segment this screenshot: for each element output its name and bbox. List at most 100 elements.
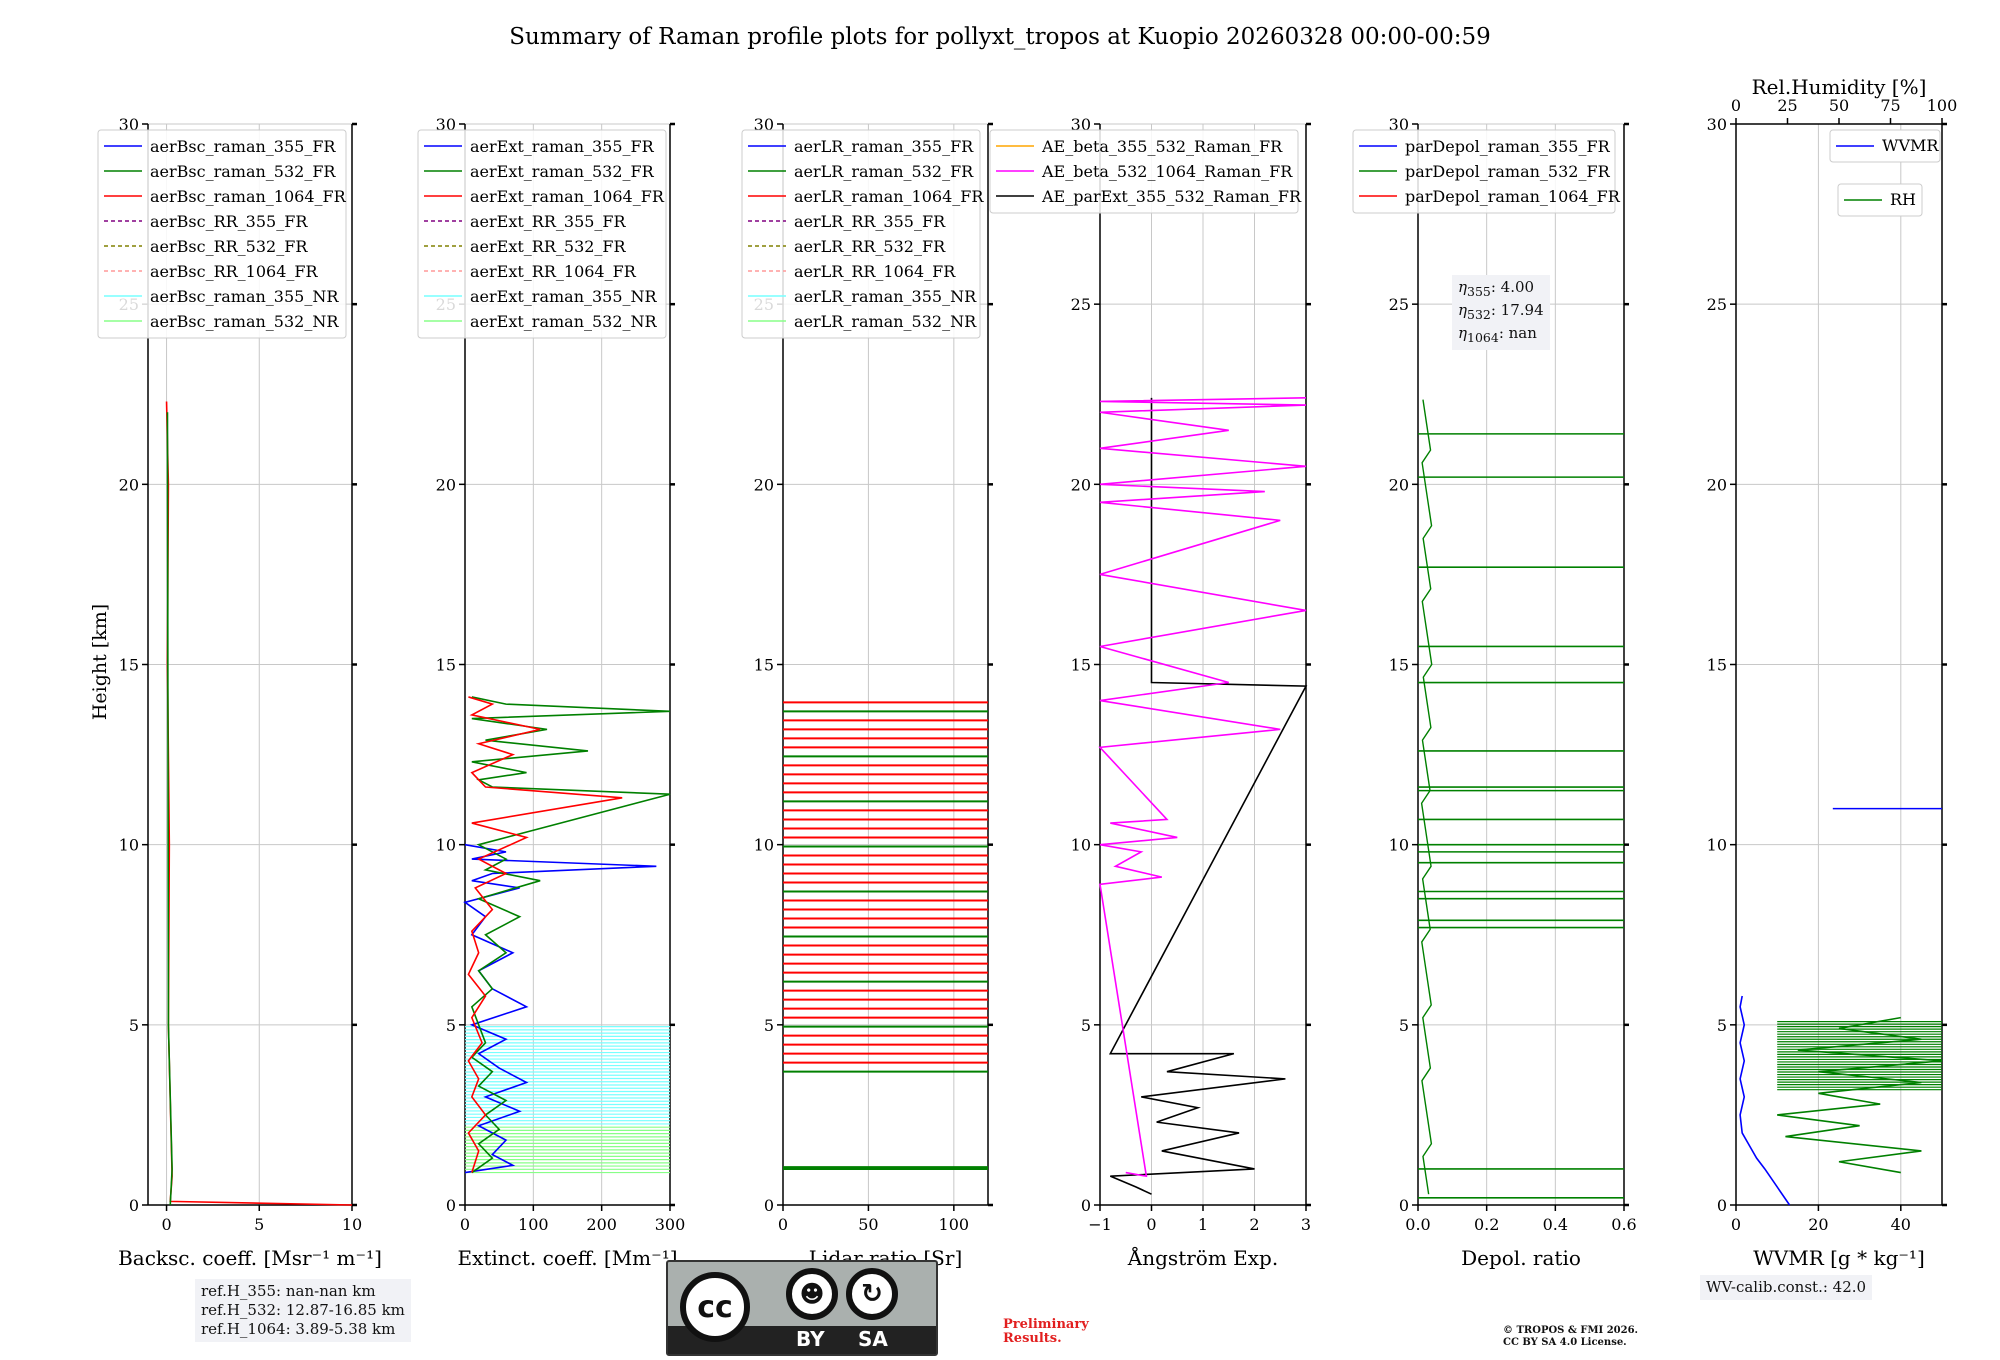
y-tick-label: 0 <box>1717 1196 1727 1215</box>
y-tick-label: 20 <box>1389 475 1409 494</box>
legend-label: aerExt_raman_532_NR <box>470 312 658 331</box>
x-tick-label: 100 <box>518 1215 549 1234</box>
y-tick-label: 15 <box>1389 656 1409 675</box>
x-axis-label: Ångström Exp. <box>1127 1245 1278 1270</box>
x-tick-label: 0 <box>1731 1215 1741 1234</box>
y-tick-label: 15 <box>1707 656 1727 675</box>
y-tick-label: 30 <box>436 115 456 134</box>
x2-tick-label: 0 <box>1731 96 1741 115</box>
legend-label: aerLR_raman_532_FR <box>794 162 974 181</box>
y-tick-label: 30 <box>1071 115 1091 134</box>
legend-label: aerBsc_RR_1064_FR <box>150 262 319 281</box>
legend-label: aerLR_RR_355_FR <box>794 212 946 231</box>
y-tick-label: 5 <box>129 1016 139 1035</box>
y-tick-label: 10 <box>1389 836 1409 855</box>
eta-532: η532: 17.94 <box>1458 301 1544 322</box>
legend-label: aerBsc_raman_355_FR <box>150 137 336 156</box>
x-axis-label: Depol. ratio <box>1461 1246 1581 1270</box>
ref-height-1064: ref.H_1064: 3.89-5.38 km <box>201 1320 396 1338</box>
legend-label: aerLR_raman_532_NR <box>794 312 977 331</box>
series-AE_parExt_355_532_Raman_FR <box>1108 397 1308 1195</box>
preliminary-note: Preliminary Results. <box>1003 1317 1089 1346</box>
legend-box <box>989 129 1299 214</box>
legend-label: aerLR_raman_355_FR <box>794 137 974 156</box>
by-label: BY <box>796 1327 825 1351</box>
legend-label: aerExt_RR_532_FR <box>470 237 627 256</box>
series-aerExt_raman_355_FR <box>463 843 657 1174</box>
eta-355: η355: 4.00 <box>1458 278 1535 299</box>
y-tick-label: 20 <box>1707 475 1727 494</box>
legend-label: aerExt_raman_355_FR <box>470 137 655 156</box>
x-tick-label: 0 <box>460 1215 470 1234</box>
reference-height-box: ref.H_355: nan-nan km ref.H_532: 12.87-1… <box>195 1279 411 1342</box>
x-tick-label: 3 <box>1301 1215 1311 1234</box>
legend-box <box>417 129 667 339</box>
y-tick-label: 25 <box>1389 295 1409 314</box>
x-axis-label: Backsc. coeff. [Msr⁻¹ m⁻¹] <box>118 1246 382 1270</box>
x-tick-label: 0.0 <box>1405 1215 1430 1234</box>
y-tick-label: 15 <box>119 656 139 675</box>
x-tick-label: 5 <box>254 1215 264 1234</box>
legend-label: aerExt_RR_355_FR <box>470 212 627 231</box>
x-axis-label: WVMR [g * kg⁻¹] <box>1753 1246 1925 1270</box>
share-alike-icon: ↻ <box>846 1268 898 1320</box>
series-aerExt_raman_1064_FR <box>467 696 623 1173</box>
ref-height-532: ref.H_532: 12.87-16.85 km <box>201 1301 405 1319</box>
y-tick-label: 0 <box>446 1196 456 1215</box>
y-tick-label: 10 <box>1071 836 1091 855</box>
legend-label: aerLR_raman_1064_FR <box>794 187 984 206</box>
legend-box <box>1829 129 1941 163</box>
y-tick-label: 20 <box>754 475 774 494</box>
series-aerBsc_raman_532_FR <box>166 412 173 1206</box>
y-tick-label: 0 <box>764 1196 774 1215</box>
y-tick-label: 0 <box>1081 1196 1091 1215</box>
legend-box <box>741 129 981 339</box>
series-aerExt_raman_532_FR <box>470 696 671 1174</box>
y-tick-label: 30 <box>1707 115 1727 134</box>
ref-height-355: ref.H_355: nan-nan km <box>201 1282 376 1300</box>
y-tick-label: 5 <box>764 1016 774 1035</box>
x-tick-label: 0.2 <box>1474 1215 1499 1234</box>
x-tick-label: 0 <box>1146 1215 1156 1234</box>
x2-tick-label: 100 <box>1927 96 1958 115</box>
legend-label: RH <box>1890 190 1916 209</box>
series-RH <box>1777 1016 1943 1174</box>
legend-label: aerExt_RR_1064_FR <box>470 262 637 281</box>
cc-icon: cc <box>680 1272 750 1342</box>
legend-label: AE_beta_355_532_Raman_FR <box>1041 137 1283 156</box>
legend-label: WVMR <box>1882 136 1939 155</box>
eta-1064: η1064: nan <box>1458 324 1537 345</box>
x2-axis-label: Rel.Humidity [%] <box>1752 75 1927 99</box>
y-tick-label: 25 <box>1071 295 1091 314</box>
x-tick-label: 50 <box>858 1215 878 1234</box>
panel-3: 051015202530050100Lidar ratio [Sr]aerLR_… <box>741 115 993 1270</box>
legend-label: AE_beta_532_1064_Raman_FR <box>1041 162 1293 181</box>
legend-box <box>1352 129 1616 214</box>
panel-1: 0510152025300510Backsc. coeff. [Msr⁻¹ m⁻… <box>97 115 382 1270</box>
y-tick-label: 20 <box>436 475 456 494</box>
legend-label: aerBsc_RR_532_FR <box>150 237 308 256</box>
x2-tick-label: 25 <box>1777 96 1797 115</box>
y-tick-label: 30 <box>754 115 774 134</box>
x-tick-label: 0 <box>778 1215 788 1234</box>
panel-5: 0 5 10 15 20 25 30 0.0 0.2 0.4 0.6 Depol. ratio parD… <box>1352 115 1637 1270</box>
x-tick-label: 1 <box>1198 1215 1208 1234</box>
x-tick-label: 10 <box>342 1215 362 1234</box>
x-tick-label: 2 <box>1249 1215 1259 1234</box>
legend-label: aerBsc_raman_355_NR <box>150 287 339 306</box>
legend-box <box>97 129 347 339</box>
legend-label: aerBsc_raman_532_FR <box>150 162 336 181</box>
sa-label: SA <box>858 1327 888 1351</box>
y-tick-label: 30 <box>119 115 139 134</box>
y-tick-label: 20 <box>119 475 139 494</box>
x2-tick-label: 50 <box>1829 96 1849 115</box>
wv-calibration-box: WV-calib.const.: 42.0 <box>1700 1275 1873 1300</box>
series-AE_beta_532_1064_Raman_FR <box>1098 397 1307 1178</box>
legend-label: aerBsc_raman_532_NR <box>150 312 339 331</box>
y-tick-label: 10 <box>1707 836 1727 855</box>
x-tick-label: 300 <box>655 1215 686 1234</box>
legend-label: aerBsc_RR_355_FR <box>150 212 308 231</box>
x-tick-label: −1 <box>1088 1215 1112 1234</box>
